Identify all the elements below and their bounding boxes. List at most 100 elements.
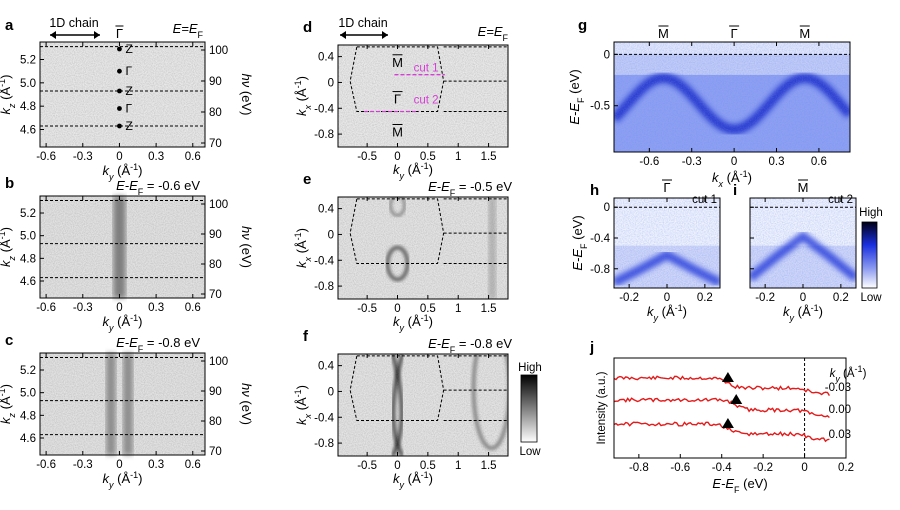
panel-j-ky-label: ky (Å-1) bbox=[830, 364, 867, 384]
panel-e-noise bbox=[338, 197, 508, 299]
panel-i-xlabel-part: -1 bbox=[811, 303, 819, 313]
panel-b-rlabel-part: hν bbox=[239, 226, 254, 240]
panel-e-ylabel-part: ) bbox=[294, 228, 309, 232]
panel-b-letter: b bbox=[5, 175, 14, 192]
panel-d-symmetry-0: M bbox=[392, 55, 403, 70]
panel-e-xtick-label: 1 bbox=[455, 303, 461, 315]
panel-a-rtick-label: 90 bbox=[209, 76, 222, 88]
panel-c-xlabel-part: -1 bbox=[130, 470, 138, 480]
panel-d-noise bbox=[338, 45, 508, 147]
panel-f-xtick-label: 1 bbox=[455, 460, 461, 472]
panel-a-ytick-label: 5.0 bbox=[20, 78, 36, 90]
panel-c-ytick-label: 4.6 bbox=[20, 433, 36, 445]
panel-e-xtick-label: 1.5 bbox=[481, 303, 497, 315]
panel-g-ytick-label: 0 bbox=[604, 49, 610, 61]
panel-b-rtick-label: 100 bbox=[209, 199, 228, 211]
panel-b-ytick-label: 4.6 bbox=[20, 276, 36, 288]
panel-c-title-part: = -0.8 eV bbox=[143, 335, 200, 350]
panel-h-xtick-label: 0 bbox=[664, 292, 670, 304]
panel-d-letter: d bbox=[303, 19, 312, 36]
panel-b-ytick-label: 5.0 bbox=[20, 231, 36, 243]
panel-h-xlabel-part: ) bbox=[683, 304, 687, 319]
panel-j-xtick-label: 0.2 bbox=[838, 462, 854, 474]
panel-d-ylabel-part: x bbox=[303, 104, 313, 110]
panel-a-ylabel-part: z bbox=[7, 103, 17, 109]
panel-j-xlabel: E-EF (eV) bbox=[712, 476, 767, 495]
panel-c-xlabel-part: (Å bbox=[114, 471, 131, 486]
panel-a-letter: a bbox=[5, 17, 14, 34]
panel-e-xlabel-part: (Å bbox=[404, 314, 421, 329]
panel-h-ylabel: E-EF (eV) bbox=[570, 215, 589, 270]
panel-b-ylabel-part: ) bbox=[0, 227, 13, 231]
panel-d-cut2-label: cut 2 bbox=[414, 95, 439, 107]
panel-i-xlabel: ky (Å-1) bbox=[783, 303, 823, 323]
panel-e-xlabel: ky (Å-1) bbox=[393, 313, 433, 333]
panel-a-ylabel-part: ) bbox=[0, 75, 13, 79]
panel-a-rtick-label: 80 bbox=[209, 107, 222, 119]
panel-h-ylabel-part: (eV) bbox=[570, 215, 585, 243]
panel-a-ytick-label: 5.2 bbox=[20, 55, 36, 67]
panel-d-frame bbox=[337, 44, 509, 148]
panel-i-noise bbox=[750, 198, 856, 288]
panel-c-letter: c bbox=[5, 332, 13, 349]
panel-f-title-part: = -0.8 eV bbox=[455, 336, 512, 351]
panel-c-noise bbox=[40, 353, 205, 455]
panel-j-marker-2 bbox=[721, 418, 734, 428]
panel-e-xtick-label: 0 bbox=[394, 303, 400, 315]
panel-e-title: E-EF = -0.5 eV bbox=[428, 179, 512, 198]
panel-a-xtick-label: 0.6 bbox=[185, 151, 201, 163]
panel-j-ky-label-part: y bbox=[834, 374, 840, 384]
panel-g-xlabel-part: -1 bbox=[740, 169, 748, 179]
panel-a-ylabel: kz (Å-1) bbox=[0, 75, 17, 115]
panel-c-title: E-EF = -0.8 eV bbox=[116, 335, 200, 354]
panel-b-title-part: E-E bbox=[116, 178, 138, 193]
panel-d-ylabel-part: (Å bbox=[294, 88, 309, 105]
panel-a-frame bbox=[39, 41, 206, 148]
panel-e-ytick-label: -0.8 bbox=[314, 281, 334, 293]
panel-a-rtick-label: 100 bbox=[209, 45, 228, 57]
panel-i-cut-label: cut 2 bbox=[828, 194, 853, 206]
panel-f-ylabel-part: ) bbox=[294, 385, 309, 389]
panel-c-ytick-label: 5.0 bbox=[20, 388, 36, 400]
panel-g-xlabel: kx (Å-1) bbox=[712, 169, 752, 189]
panel-e-xtick-label: 0.5 bbox=[420, 303, 436, 315]
panel-b-ylabel-part: -1 bbox=[0, 231, 7, 239]
panel-c-xtick-label: 0.6 bbox=[185, 459, 201, 471]
panel-g-xtick-label: 0.3 bbox=[769, 156, 785, 168]
panel-f-ytick-label: -0.4 bbox=[314, 412, 334, 424]
panel-j-xtick-label: -0.2 bbox=[753, 462, 773, 474]
panel-j-series-label-0: -0.03 bbox=[825, 382, 851, 394]
panel-b-xtick-label: -0.3 bbox=[73, 302, 93, 314]
panel-c-rtick-label: 100 bbox=[209, 356, 228, 368]
panel-c-xlabel-part: k bbox=[103, 471, 111, 486]
panel-b-title-part: F bbox=[138, 187, 144, 197]
panel-h-xlabel-part: k bbox=[647, 304, 655, 319]
panel-j-xlabel-part: F bbox=[734, 485, 740, 495]
panel-g-xtick-label: 0.6 bbox=[811, 156, 827, 168]
panel-a-symmetry-label: Z bbox=[125, 42, 132, 56]
panel-f-xlabel-part: (Å bbox=[404, 471, 421, 486]
panel-g-ylabel-part: F bbox=[576, 97, 586, 103]
panel-j-marker-1 bbox=[730, 394, 743, 404]
panel-d-chain-label: 1D chain bbox=[338, 16, 387, 30]
panel-d-xtick-label: 0 bbox=[394, 151, 400, 163]
panel-h-xtick-label: 0.2 bbox=[697, 292, 713, 304]
panel-f-xlabel: ky (Å-1) bbox=[393, 470, 433, 490]
panel-b-ylabel-part: k bbox=[0, 259, 13, 267]
panel-i-xtick-label: -0.2 bbox=[755, 292, 775, 304]
panel-b-xtick-label: -0.6 bbox=[36, 302, 56, 314]
panel-b-rtick-label: 80 bbox=[209, 259, 222, 271]
panel-j-marker-0 bbox=[721, 372, 734, 382]
panel-g-xlabel-part: (Å bbox=[723, 170, 740, 185]
panel-a-symmetry-dot bbox=[117, 88, 122, 94]
panel-j-series-label-1: 0.00 bbox=[829, 404, 851, 416]
panel-f-noise bbox=[338, 354, 508, 456]
panel-a-symmetry-label: Z bbox=[125, 84, 132, 98]
panel-f-ytick-label: 0.4 bbox=[318, 361, 335, 373]
panel-i-colorbar bbox=[861, 221, 878, 289]
panel-j-series-label-2: 0.03 bbox=[829, 429, 851, 441]
panel-g-ylabel-part: E-E bbox=[567, 103, 582, 125]
panel-d-xtick-label: 1 bbox=[455, 151, 461, 163]
panel-e-brillouin-zone bbox=[349, 198, 445, 264]
panel-i-colorbar-high: High bbox=[859, 207, 883, 219]
